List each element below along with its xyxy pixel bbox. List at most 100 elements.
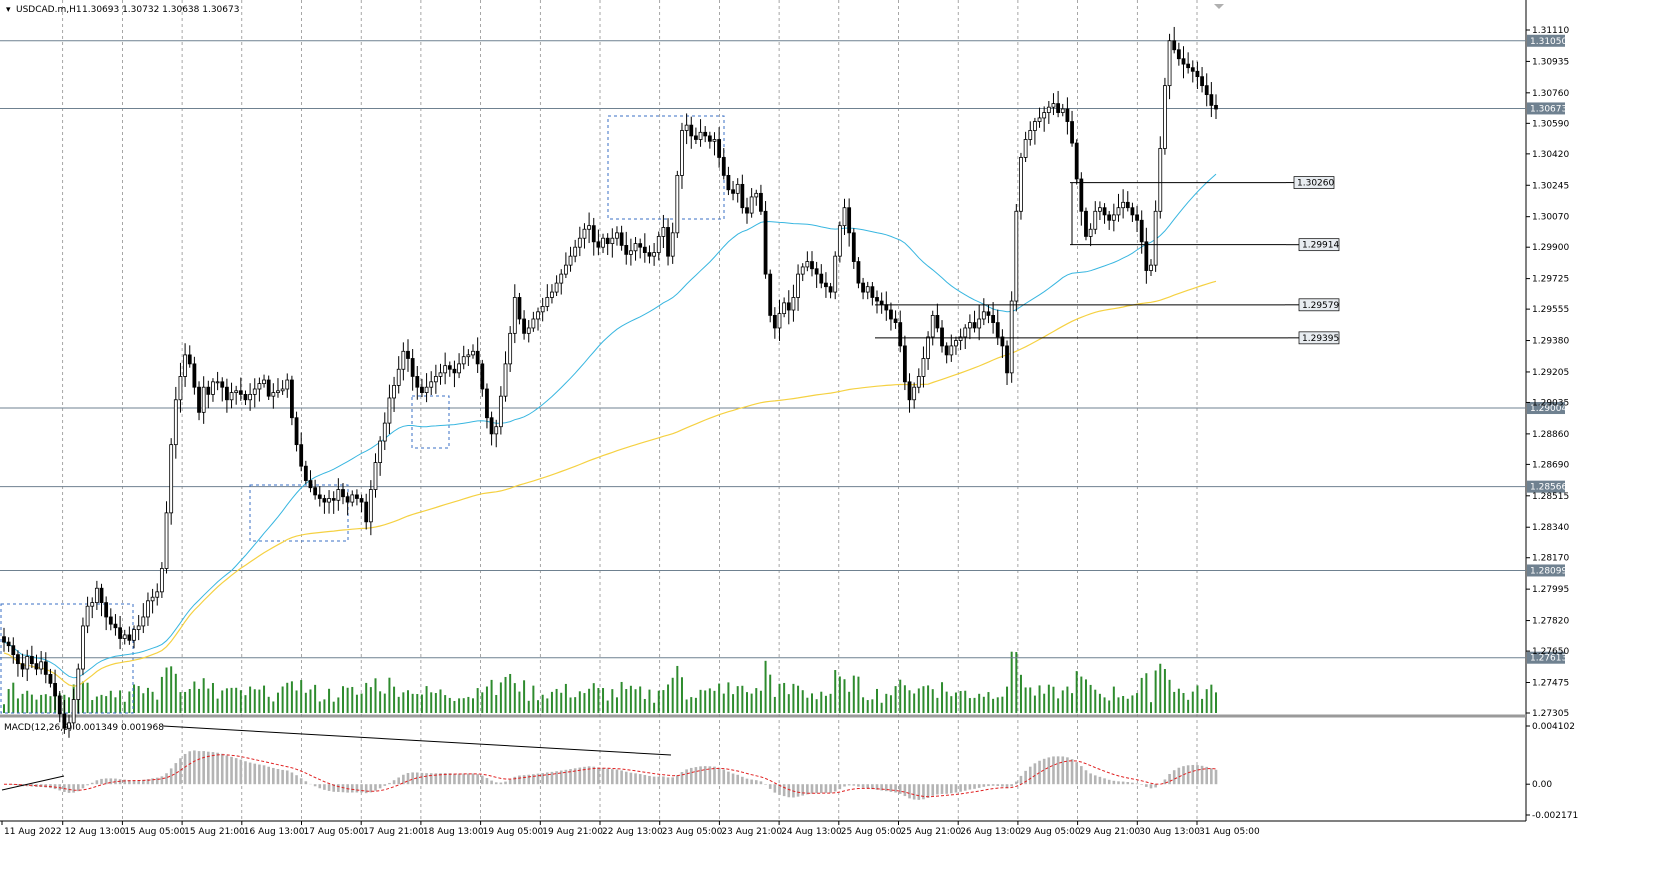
time-tick-label: 15 Aug 21:00 [184, 827, 245, 837]
bear-candle [856, 261, 861, 284]
symbol-dropdown-icon[interactable]: ▾ [6, 5, 11, 15]
level-price-tag [1527, 34, 1565, 47]
time-tick-label: 17 Aug 21:00 [363, 827, 424, 837]
bull-candle [350, 494, 355, 503]
macd-signal-line [4, 754, 1217, 798]
bull-candle [536, 311, 540, 320]
level-price-label: 1.30673 [1530, 104, 1567, 114]
price-tick-label: 1.30070 [1532, 213, 1569, 223]
bear-candle [786, 302, 791, 311]
horizontal-levels[interactable]: 1.31050 1.30673 1.29004 1.28566 1.28099 1.276… [0, 34, 1567, 664]
bear-candle [317, 494, 322, 499]
price-tick-label: 1.30245 [1532, 181, 1569, 191]
bear-candle [605, 237, 610, 245]
bear-candle [907, 381, 912, 401]
time-tick-label: 30 Aug 13:00 [1139, 827, 1200, 837]
macd-indicator: 0.004102 0.00 -0.002171 [1, 722, 1578, 821]
bull-candle [1051, 103, 1056, 108]
bull-candle [396, 368, 401, 386]
price-tick-label: 1.30590 [1532, 119, 1569, 129]
bear-candle [43, 661, 48, 675]
bear-candle [1056, 103, 1061, 113]
consolidation-box[interactable] [0, 603, 134, 714]
macd-tick-label: 0.004102 [1532, 722, 1575, 732]
level-price-tag [1527, 102, 1565, 115]
bull-candle [1093, 210, 1098, 230]
bear-candle [879, 300, 884, 306]
time-tick-label: 16 Aug 13:00 [244, 827, 305, 837]
level-price-tag [1527, 480, 1565, 493]
bull-candle [1167, 40, 1172, 87]
bear-candle [889, 309, 893, 320]
ma-fast-line [3, 173, 1217, 679]
bull-candle [90, 602, 95, 607]
bull-candle [958, 336, 963, 341]
price-tick-label: 1.29035 [1532, 398, 1569, 408]
bear-candle [721, 157, 726, 176]
bull-candle [76, 668, 81, 700]
trend-level-label: 1.30260 [1297, 179, 1334, 189]
trend-level-tag [1298, 331, 1340, 345]
time-axis[interactable]: 11 Aug 2022 12 Aug 13:00 15 Aug 05:00 15 Au… [1, 821, 1260, 837]
macd-tick-label: -0.002171 [1532, 811, 1578, 821]
bull-candle [777, 313, 782, 329]
macd-divergence-line[interactable] [162, 725, 672, 756]
time-tick-label: 25 Aug 05:00 [841, 827, 902, 837]
bull-candle [257, 383, 262, 390]
bull-candle [1060, 108, 1065, 113]
bull-candle [276, 390, 280, 393]
bear-candle [359, 498, 364, 503]
bear-candle [1102, 207, 1107, 216]
consolidation-box[interactable] [607, 115, 725, 220]
consolidation-box[interactable] [411, 395, 450, 449]
bear-candle [1176, 49, 1181, 60]
bull-candle [1046, 106, 1051, 113]
bear-candle [303, 465, 308, 481]
bear-candle [187, 354, 192, 365]
bear-candle [224, 386, 229, 401]
bear-candle [893, 318, 898, 323]
bull-candle [916, 376, 921, 388]
price-axis[interactable]: 1.31110 1.30935 1.30760 1.30590 1.30420 1.302… [1526, 26, 1569, 719]
bear-candle [522, 318, 526, 334]
bull-candle [615, 232, 619, 239]
bull-candle [1028, 130, 1033, 140]
bull-candle [912, 386, 917, 401]
bull-candle [81, 625, 85, 670]
bull-candle [429, 381, 434, 388]
bear-candle [745, 207, 749, 214]
bull-candle [796, 273, 800, 298]
bull-candle [1116, 207, 1121, 216]
bull-candle [791, 297, 796, 311]
bull-candle [1121, 201, 1126, 209]
bear-candle [480, 363, 485, 390]
symbol-label: USDCAD.m,H1 [16, 5, 82, 15]
bear-candle [935, 315, 940, 329]
shift-marker-icon[interactable] [1214, 4, 1224, 9]
bull-candle [159, 568, 164, 593]
bear-candle [1190, 67, 1195, 72]
bull-candle [684, 124, 689, 131]
bear-candle [1195, 70, 1200, 78]
bull-candle [531, 318, 536, 329]
time-tick-label: 22 Aug 13:00 [602, 827, 663, 837]
bull-candle [926, 336, 930, 359]
bear-candle [1172, 40, 1177, 51]
bear-candle [308, 480, 313, 489]
bull-candle [373, 462, 378, 490]
bull-candle [164, 512, 169, 569]
bull-candle [424, 386, 429, 393]
macd-trend-line[interactable] [1, 775, 65, 791]
price-tick-label: 1.29900 [1532, 243, 1569, 253]
price-tick-label: 1.28690 [1532, 460, 1569, 470]
bear-candle [851, 232, 856, 262]
bear-candle [624, 245, 629, 255]
bull-candle [712, 139, 717, 142]
trend-levels[interactable]: 1.30260 1.29914 1.29579 1.29395 [875, 176, 1340, 345]
bear-candle [995, 322, 1000, 338]
macd-label: MACD(12,26,9) 0.001349 0.001968 [4, 723, 164, 733]
price-tick-label: 1.27305 [1532, 709, 1569, 719]
bear-candle [485, 388, 489, 419]
